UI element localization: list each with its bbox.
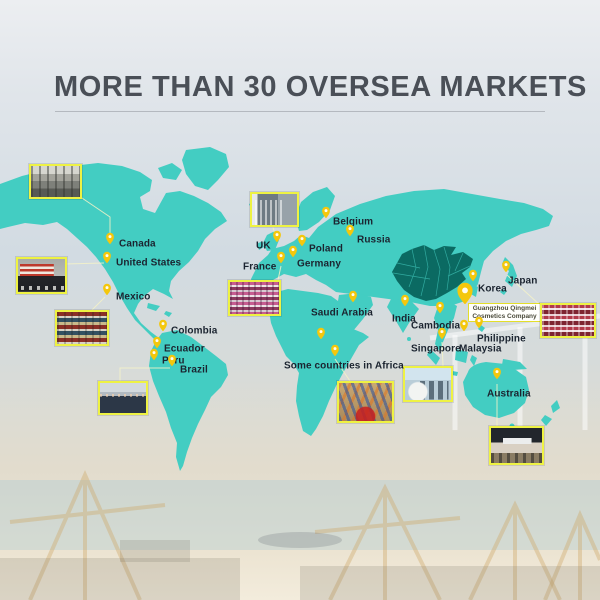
singapore-city-photo — [403, 366, 453, 402]
brazil-team-photo — [98, 381, 148, 415]
singapore-label: Singapore — [411, 343, 461, 355]
connector-line — [441, 341, 444, 367]
title-underline — [55, 111, 545, 112]
saudi-arabia-label: Saudi Arabia — [311, 307, 373, 319]
colombia-label: Colombia — [171, 325, 218, 337]
island-borneo — [455, 349, 468, 363]
island-greenland — [182, 147, 229, 190]
connector-line — [506, 274, 541, 306]
france-store-photo — [228, 280, 281, 316]
company-name-line2: Cosmetics Company — [472, 312, 537, 320]
europe-building-photo — [250, 192, 299, 227]
australia-label: Australia — [487, 388, 531, 400]
germany-label: Germany — [297, 258, 342, 270]
china-province-borders — [392, 244, 471, 297]
poland-label: Poland — [309, 243, 343, 255]
page-title: MORE THAN 30 OVERSEA MARKETS — [54, 71, 587, 103]
continent-eurasia — [251, 189, 553, 306]
company-name-line1: Guangzhou Qingmei — [472, 305, 537, 312]
australia-booth-photo — [489, 426, 544, 465]
east-asia-store-photo — [540, 303, 596, 338]
connector-line — [277, 265, 282, 281]
country-china — [392, 245, 473, 301]
ecuador-label: Ecuador — [164, 343, 205, 355]
connector-line — [334, 358, 351, 382]
connector-line — [78, 195, 111, 240]
united-states-label: United States — [116, 257, 182, 269]
mexico-label: Mexico — [116, 291, 151, 303]
continent-south-america — [149, 330, 228, 471]
island-sumatra — [427, 349, 440, 365]
connector-line — [63, 262, 105, 265]
connector-line — [91, 296, 106, 311]
peninsula-arabia — [337, 293, 373, 331]
france-label: France — [243, 261, 277, 273]
japan-label: Japan — [508, 275, 538, 287]
mexico-shelves-photo — [55, 310, 109, 346]
philippine-label: Philippine — [477, 333, 526, 345]
continent-north-america — [0, 163, 227, 343]
uk-label: UK — [256, 240, 271, 252]
subcontinent-india — [387, 299, 419, 333]
malaysia-label: Malaysia — [459, 343, 502, 355]
company-label-box: Guangzhou Qingmei Cosmetics Company — [468, 303, 541, 323]
connector-line — [119, 367, 170, 381]
islands-new-zealand — [541, 400, 560, 426]
korea-label: Korea — [478, 283, 507, 295]
island-sulawesi — [470, 355, 477, 366]
peninsula-scandinavia — [295, 187, 335, 231]
usa-storefront-photo — [16, 257, 67, 294]
canada-store-photo — [29, 164, 82, 199]
peninsula-indochina — [434, 300, 457, 352]
island-ireland — [257, 241, 264, 250]
continent-australia — [463, 362, 529, 418]
island-baffin — [158, 163, 182, 180]
belgium-label: Belgium — [333, 216, 374, 228]
russia-label: Russia — [357, 234, 391, 246]
india-label: India — [392, 313, 416, 325]
cambodia-label: Cambodia — [411, 320, 461, 332]
islands-caribbean — [147, 303, 172, 317]
africa-people-photo — [337, 381, 394, 423]
continent-africa — [269, 289, 369, 436]
africa-note-label: Some countries in Africa — [284, 360, 404, 372]
canada-label: Canada — [119, 238, 156, 250]
island-sri-lanka — [407, 337, 411, 341]
brazil-label: Brazil — [180, 364, 208, 376]
